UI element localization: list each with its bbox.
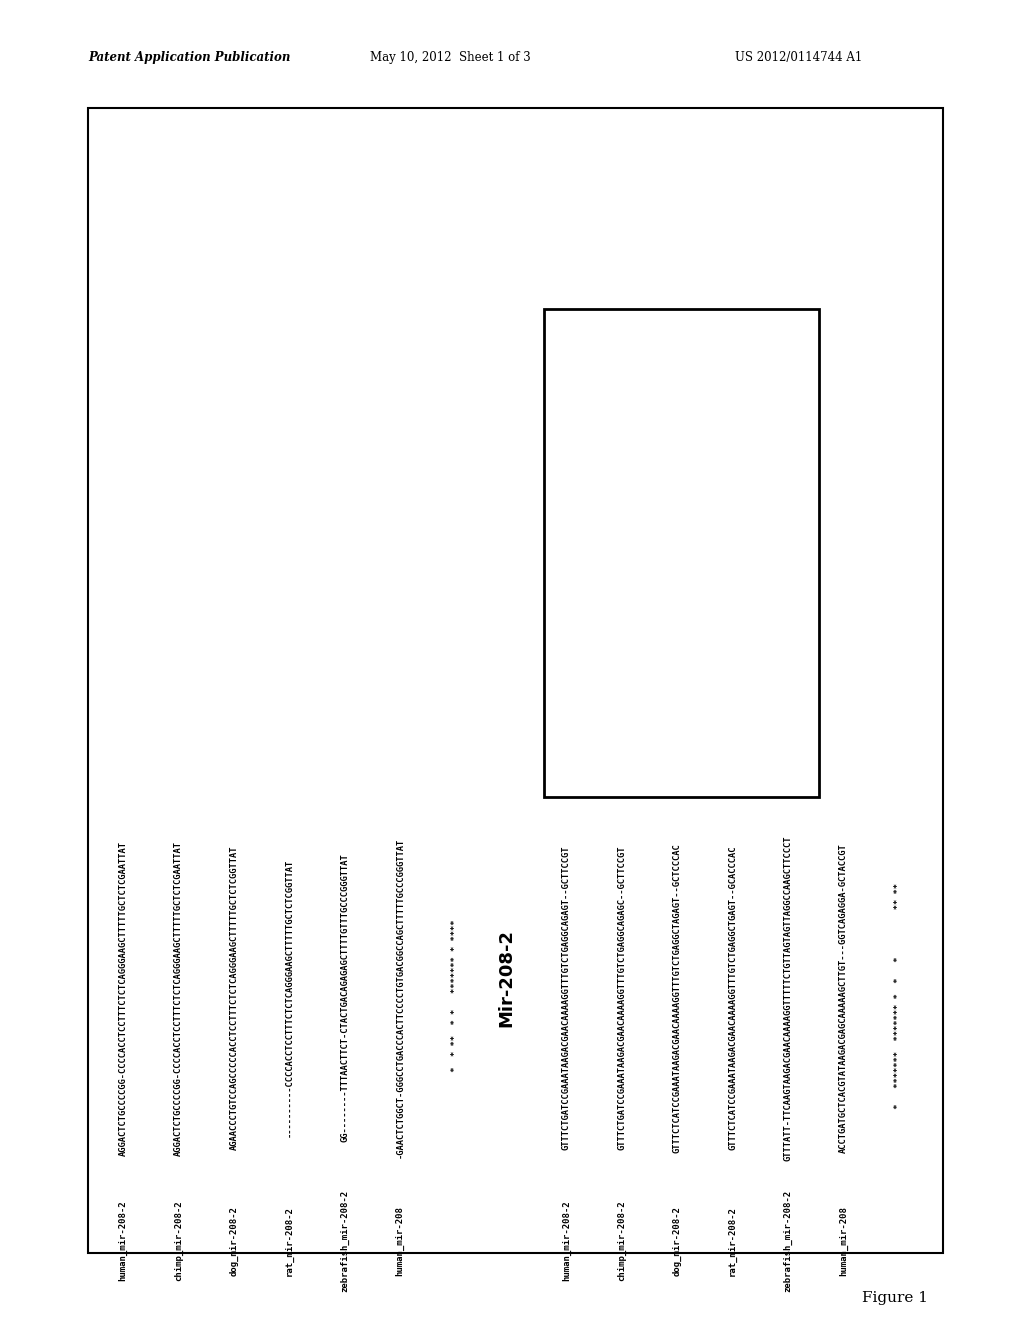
Text: *  * **  * *   ******* * ****: * * ** * * ******* * **** — [452, 919, 460, 1077]
Text: rat_mir-208-2: rat_mir-208-2 — [728, 1206, 737, 1276]
Text: -GAACTCTGGCT-GGGCCTGACCCACTTCCCCTGTGACGGCCAGCTTTTTGCCCGGGTTAT: -GAACTCTGGCT-GGGCCTGACCCACTTCCCCTGTGACGG… — [395, 838, 404, 1158]
Text: GTTTATT-TTCAAGTAAGACGAACAAAAGGTTTTTCTGTTAGTAGTTAGGCCAAGCTTCCCT: GTTTATT-TTCAAGTAAGACGAACAAAAGGTTTTTCTGTT… — [783, 836, 793, 1160]
Text: May 10, 2012  Sheet 1 of 3: May 10, 2012 Sheet 1 of 3 — [370, 51, 530, 65]
Text: Figure 1: Figure 1 — [862, 1291, 928, 1305]
Bar — [88, 108, 943, 1253]
Text: AGGACTCTGCCCCGG-CCCCACCTCCTTTCTCTCAGGGAAGCTTTTTGCTCTCGAATTAT: AGGACTCTGCCCCGG-CCCCACCTCCTTTCTCTCAGGGAA… — [174, 841, 183, 1155]
Bar — [544, 309, 819, 796]
Text: human_mir-208: human_mir-208 — [395, 1206, 404, 1276]
Text: ----------CCCCACCTCCTTTCTCTCAGGGAAGCTTTTTGCTCTCGGTTAT: ----------CCCCACCTCCTTTCTCTCAGGGAAGCTTTT… — [285, 859, 294, 1137]
Text: rat_mir-208-2: rat_mir-208-2 — [285, 1206, 294, 1276]
Text: US 2012/0114744 A1: US 2012/0114744 A1 — [735, 51, 862, 65]
Text: GG--------TTTAACTTCT-CTACTGACAGAGAGCTTTTGTTTGCCCGGGTTAT: GG--------TTTAACTTCT-CTACTGACAGAGAGCTTTT… — [340, 854, 349, 1142]
Text: dog_mir-208-2: dog_mir-208-2 — [229, 1206, 239, 1276]
Text: human_mir-208-2: human_mir-208-2 — [562, 1201, 571, 1282]
Text: AGAACCCTGTCCAGCCCCCACCTCCTTTCTCTCAGGGAAGCTTTTTGCTCTCGGTTAT: AGAACCCTGTCCAGCCCCCACCTCCTTTCTCTCAGGGAAG… — [229, 846, 239, 1150]
Text: Patent Application Publication: Patent Application Publication — [88, 51, 291, 65]
Text: human_mir-208: human_mir-208 — [839, 1206, 848, 1276]
Text: AGGACTCTGCCCCGG-CCCCACCTCCTTTCTCTCAGGGAAGCTTTTTGCTCTCGAATTAT: AGGACTCTGCCCCGG-CCCCACCTCCTTTCTCTCAGGGAA… — [119, 841, 128, 1155]
Text: GTTTCTCATCCGAAATAAGACGAACAAAAGGTTTGTCTGAGGCTAGAGT--GCTCCCAC: GTTTCTCATCCGAAATAAGACGAACAAAAGGTTTGTCTGA… — [673, 843, 682, 1152]
Text: GTTTCTGATCCGAAATAAGACGAACAAAAGGTTTGTCTGAGGCAGAGC--GCTTCCGT: GTTTCTGATCCGAAATAAGACGAACAAAAGGTTTGTCTGA… — [617, 846, 627, 1150]
Text: ACCTGATGCTCACGTATAAGACGAGCAAAAAGCTTGT---GGTCAGAGGA-GCTACCGT: ACCTGATGCTCACGTATAAGACGAGCAAAAAGCTTGT---… — [839, 843, 848, 1152]
Text: zebrafish_mir-208-2: zebrafish_mir-208-2 — [783, 1189, 793, 1292]
Text: human_mir-208-2: human_mir-208-2 — [119, 1201, 128, 1282]
Text: *   *******  ******* *  *   *         ** **: * ******* ******* * * * ** ** — [894, 883, 903, 1114]
Text: chimp_mir-208-2: chimp_mir-208-2 — [174, 1201, 183, 1282]
Text: zebrafish_mir-208-2: zebrafish_mir-208-2 — [340, 1189, 349, 1292]
Text: dog_mir-208-2: dog_mir-208-2 — [673, 1206, 682, 1276]
Text: Mir-208-2: Mir-208-2 — [498, 929, 515, 1027]
Text: GTTTCTGATCCGAAATAAGACGAACAAAAGGTTTGTCTGAGGCAGAGT--GCTTCCGT: GTTTCTGATCCGAAATAAGACGAACAAAAGGTTTGTCTGA… — [562, 846, 571, 1150]
Text: chimp_mir-208-2: chimp_mir-208-2 — [617, 1201, 627, 1282]
Text: GTTTCTCATCCGAAATAAGACGAACAAAAGGTTTGTCTGAGGCTGAGT--GCACCCAC: GTTTCTCATCCGAAATAAGACGAACAAAAGGTTTGTCTGA… — [728, 846, 737, 1150]
